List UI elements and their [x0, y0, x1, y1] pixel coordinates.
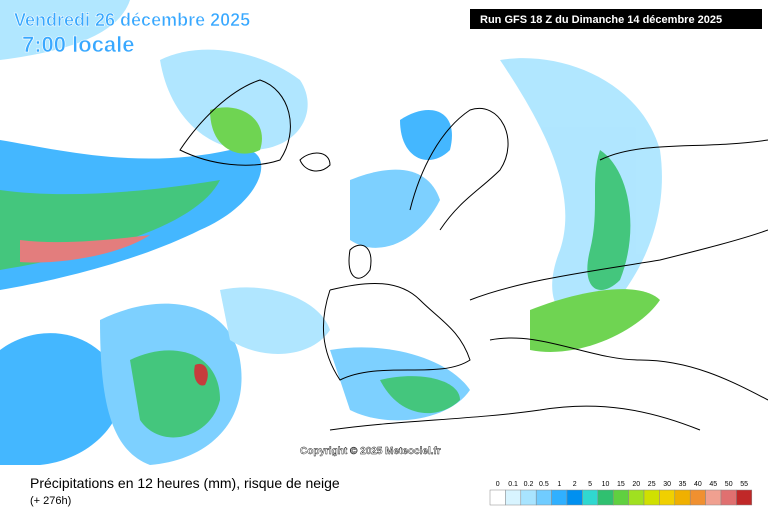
- legend-swatch: [736, 489, 753, 506]
- legend-swatch: [705, 489, 722, 506]
- legend-tick-label: 15: [617, 481, 625, 488]
- run-box: [470, 9, 762, 29]
- legend-swatch: [659, 489, 676, 506]
- legend-swatch: [535, 489, 552, 506]
- run-label: Run GFS 18 Z du Dimanche 14 décembre 202…: [480, 14, 722, 26]
- legend-tick-label: 50: [725, 481, 733, 488]
- legend-swatch: [566, 489, 583, 506]
- legend-tick-label: 35: [679, 481, 687, 488]
- legend-tick-label: 2: [573, 481, 577, 488]
- forecast-time: 7:00 locale: [22, 32, 135, 57]
- legend-swatch: [628, 489, 645, 506]
- legend-tick-label: 5: [588, 481, 592, 488]
- legend-tick-label: 0: [496, 481, 500, 488]
- lead-time: (+ 276h): [30, 495, 71, 507]
- legend-tick-label: 30: [663, 481, 671, 488]
- legend-swatch: [505, 489, 522, 506]
- legend-tick-label: 25: [648, 481, 656, 488]
- legend-swatch: [720, 489, 737, 506]
- legend-tick-label: 0.5: [539, 481, 549, 488]
- legend-tick-label: 45: [709, 481, 717, 488]
- legend-tick-label: 0.2: [524, 481, 534, 488]
- legend-swatch: [612, 489, 629, 506]
- legend-tick-label: 20: [632, 481, 640, 488]
- forecast-date: Vendredi 26 décembre 2025: [14, 10, 250, 30]
- legend-tick-label: 1: [557, 481, 561, 488]
- legend-swatch: [597, 489, 614, 506]
- legend-tick-label: 10: [602, 481, 610, 488]
- legend-swatch: [643, 489, 660, 506]
- legend-swatch: [551, 489, 568, 506]
- legend-swatch: [674, 489, 691, 506]
- legend-swatch: [582, 489, 599, 506]
- legend-swatch: [520, 489, 537, 506]
- precipitation-field: [0, 0, 662, 465]
- legend-swatch: [689, 489, 706, 506]
- copyright: Copyright © 2025 Meteociel.fr: [300, 446, 441, 457]
- legend-swatch: [489, 489, 506, 506]
- legend-tick-label: 40: [694, 481, 702, 488]
- coastlines: [179, 79, 768, 431]
- color-legend: 0 0.1 0.2 0.5 1 2 5 10 15 20 25 30 35 40 45 50 55: [489, 481, 753, 506]
- caption-title: Précipitations en 12 heures (mm), risque…: [30, 475, 340, 491]
- legend-tick-label: 55: [740, 481, 748, 488]
- legend-tick-label: 0.1: [508, 481, 518, 488]
